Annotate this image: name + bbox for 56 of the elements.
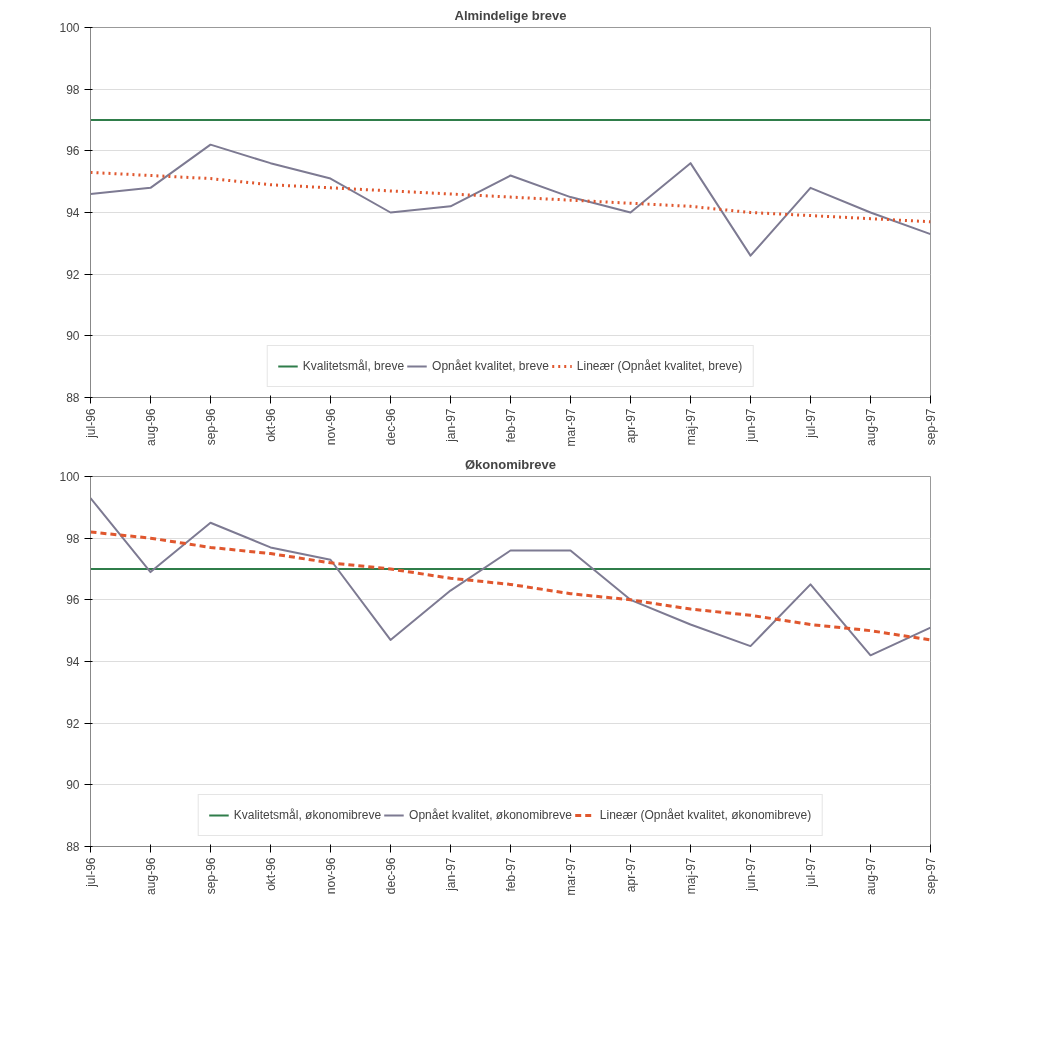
x-tick-label: dec-96 [383,408,398,446]
y-tick-label: 96 [66,144,80,159]
y-tick-label: 90 [66,778,80,793]
chart-title: Almindelige breve [454,7,567,23]
x-tick-label: jan-97 [443,408,458,443]
x-tick-label: jun-97 [743,408,758,443]
y-tick-label: 100 [59,470,80,484]
x-tick-label: jul-96 [83,408,98,439]
x-tick-label: jul-96 [83,857,98,888]
legend-label: Lineær (Opnået kvalitet, økonomibreve) [599,808,812,822]
y-tick-label: 100 [59,21,80,35]
x-tick-label: aug-97 [863,857,878,895]
y-tick-label: 96 [66,593,80,608]
x-tick-label: jul-97 [803,857,818,888]
legend-label: Opnået kvalitet, breve [432,359,549,373]
y-tick-label: 88 [66,840,80,854]
legend-label: Kvalitetsmål, breve [302,359,405,373]
legend-label: Lineær (Opnået kvalitet, breve) [576,359,743,373]
x-tick-label: jan-97 [443,857,458,892]
x-tick-label: dec-96 [383,857,398,895]
x-tick-label: aug-97 [863,408,878,446]
line-series [90,530,931,642]
line-series [90,170,931,224]
x-tick-label: jun-97 [743,857,758,892]
x-tick-label: feb-97 [503,408,518,443]
legend-label: Kvalitetsmål, økonomibreve [233,808,382,822]
x-tick-label: maj-97 [683,857,698,895]
x-tick-label: feb-97 [503,857,518,892]
x-tick-label: nov-96 [323,857,338,895]
x-tick-label: maj-97 [683,408,698,446]
line-series [90,497,931,657]
y-tick-label: 94 [66,206,80,220]
y-tick-label: 98 [66,531,80,546]
x-tick-label: jul-97 [803,408,818,439]
chart-title: Økonomibreve [464,456,557,472]
y-tick-label: 92 [66,716,80,731]
x-tick-label: nov-96 [323,408,338,446]
x-tick-label: sep-96 [203,408,218,446]
x-tick-label: apr-97 [623,857,638,893]
line-series [90,143,931,257]
y-tick-label: 90 [66,329,80,344]
y-tick-label: 98 [66,82,80,97]
x-tick-label: mar-97 [563,408,578,447]
x-tick-label: okt-96 [263,857,278,891]
x-tick-label: aug-96 [143,408,158,446]
y-tick-label: 92 [66,267,80,282]
x-tick-label: mar-97 [563,857,578,896]
x-tick-label: sep-97 [923,408,938,446]
x-tick-label: sep-97 [923,857,938,895]
x-tick-label: sep-96 [203,857,218,895]
x-tick-label: okt-96 [263,408,278,442]
y-tick-label: 94 [66,655,80,669]
x-tick-label: aug-96 [143,857,158,895]
legend-label: Opnået kvalitet, økonomibreve [409,808,572,822]
y-tick-label: 88 [66,391,80,405]
x-tick-label: apr-97 [623,408,638,444]
